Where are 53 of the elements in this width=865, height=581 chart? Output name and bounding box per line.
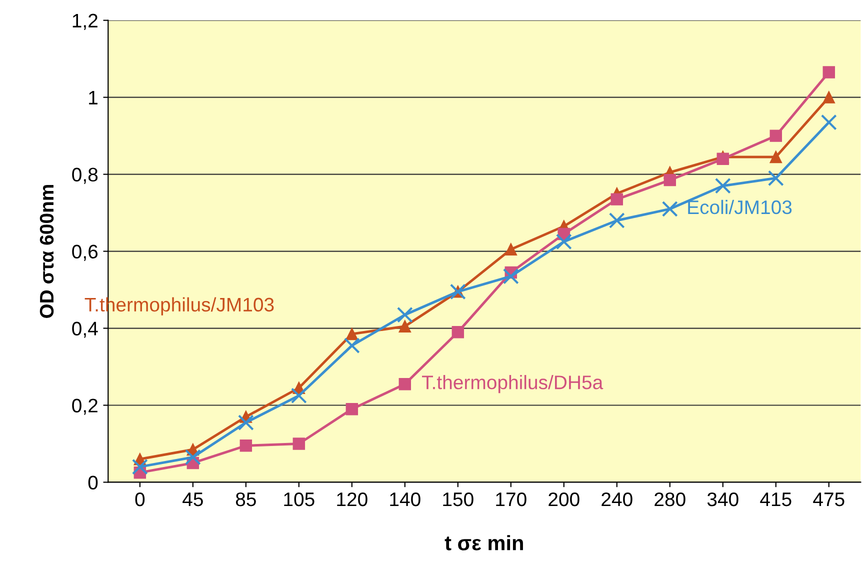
point bbox=[396, 306, 413, 323]
series-label: T.thermophilus/DH5a bbox=[422, 375, 604, 394]
x-tick-label: 415 bbox=[760, 492, 792, 506]
point bbox=[822, 91, 835, 104]
x-tick-label: 240 bbox=[602, 492, 632, 506]
x-tick-label: 140 bbox=[390, 492, 420, 506]
x-tick-label: 85 bbox=[236, 492, 256, 506]
y-tick-label: 0 bbox=[88, 476, 98, 490]
point bbox=[504, 243, 518, 256]
point bbox=[344, 338, 360, 354]
x-tick-label: 200 bbox=[548, 492, 580, 506]
x-tick-label: 150 bbox=[443, 492, 474, 506]
y-tick-label: 0,8 bbox=[72, 168, 98, 184]
point bbox=[240, 440, 252, 452]
y-tick-label: 1,2 bbox=[72, 14, 98, 30]
point bbox=[184, 449, 201, 466]
point bbox=[556, 234, 572, 250]
x-tick-label: 120 bbox=[337, 492, 368, 506]
point bbox=[346, 328, 358, 340]
x-tick-label: 170 bbox=[496, 492, 526, 506]
point bbox=[714, 178, 731, 194]
point bbox=[132, 458, 148, 475]
point bbox=[238, 414, 254, 431]
x-tick-label: 340 bbox=[707, 492, 738, 506]
point bbox=[452, 326, 464, 338]
x-tick-label: 105 bbox=[284, 492, 314, 506]
point bbox=[292, 438, 306, 450]
point bbox=[820, 114, 837, 130]
y-tick-label: 0,2 bbox=[72, 398, 98, 415]
point bbox=[398, 320, 412, 332]
point bbox=[768, 170, 784, 186]
y-tick-label: 0,6 bbox=[72, 244, 98, 261]
point bbox=[502, 268, 519, 284]
y-tick-label: 1 bbox=[89, 90, 98, 104]
y-tick-label: 0,4 bbox=[72, 322, 98, 338]
point bbox=[662, 200, 678, 217]
y-axis-title: OD στα 600nm bbox=[40, 184, 54, 318]
x-axis-title: t σε min bbox=[444, 535, 523, 550]
x-tick-label: 0 bbox=[135, 492, 145, 506]
point bbox=[346, 402, 358, 416]
point bbox=[770, 130, 782, 142]
series-label: Ecoli/JM103 bbox=[688, 200, 792, 214]
point bbox=[608, 212, 625, 228]
x-tick-label: 45 bbox=[182, 492, 203, 506]
x-tick-label: 475 bbox=[813, 492, 844, 506]
point bbox=[822, 66, 835, 78]
point bbox=[398, 378, 412, 390]
point bbox=[664, 174, 676, 186]
point bbox=[770, 150, 782, 164]
x-tick-label: 280 bbox=[654, 492, 686, 506]
point bbox=[716, 152, 729, 166]
point bbox=[610, 193, 623, 206]
point bbox=[290, 388, 307, 404]
